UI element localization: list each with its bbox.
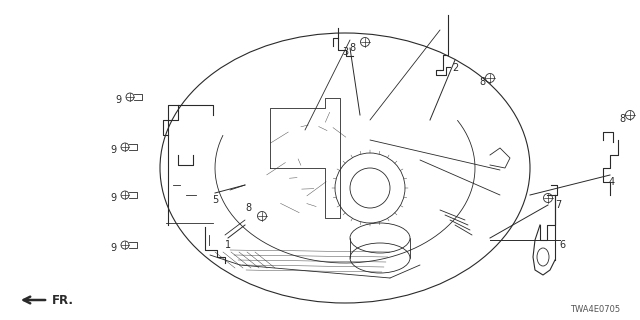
Text: 9: 9 — [115, 95, 121, 105]
Text: 2: 2 — [452, 63, 458, 73]
Text: 3: 3 — [342, 47, 348, 57]
Text: 7: 7 — [555, 200, 561, 210]
Text: 9: 9 — [110, 243, 116, 253]
Text: 1: 1 — [225, 240, 231, 250]
Text: 8: 8 — [619, 114, 625, 124]
Text: 9: 9 — [110, 145, 116, 155]
Text: 8: 8 — [349, 43, 355, 53]
Text: 9: 9 — [110, 193, 116, 203]
Text: 4: 4 — [609, 177, 615, 187]
Text: 8: 8 — [479, 77, 485, 87]
Text: FR.: FR. — [52, 293, 74, 307]
Text: TWA4E0705: TWA4E0705 — [570, 305, 620, 314]
Text: 6: 6 — [559, 240, 565, 250]
Text: 5: 5 — [212, 195, 218, 205]
Text: 8: 8 — [245, 203, 251, 213]
